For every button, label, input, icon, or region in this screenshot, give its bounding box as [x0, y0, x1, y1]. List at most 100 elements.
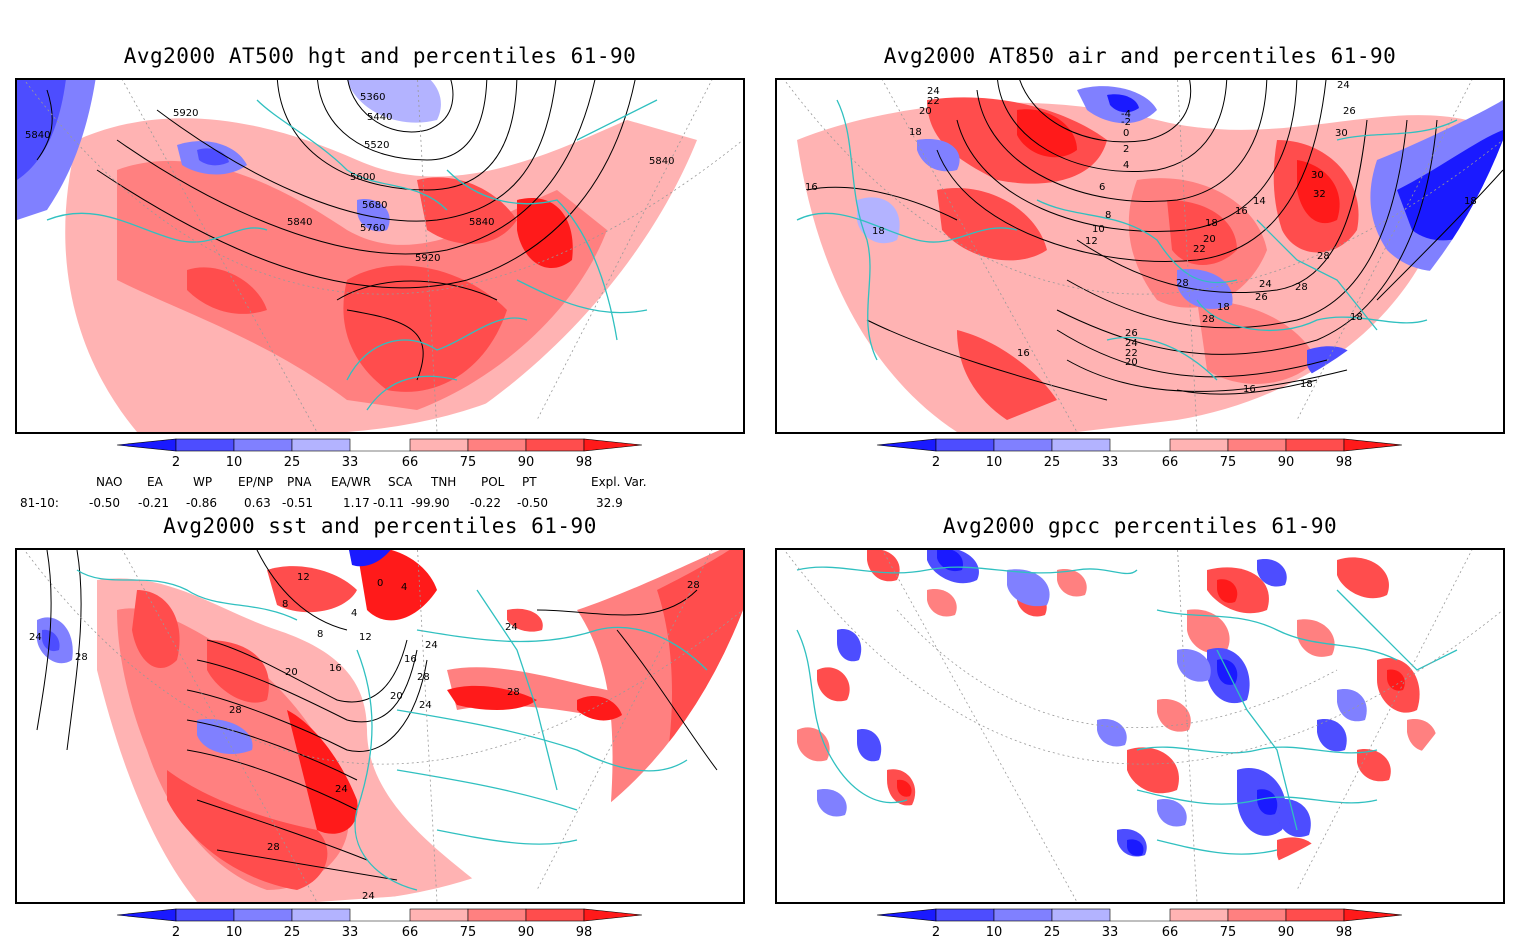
stat-header: PNA	[287, 475, 312, 489]
contour-label: 26	[1343, 106, 1356, 117]
contour-label: 18	[1300, 379, 1313, 390]
contour-label: 5600	[350, 172, 375, 183]
stat-value: 1.17	[343, 496, 370, 510]
contour-label: 24	[29, 632, 42, 643]
colorbar-legend: 2 10 25 33 66 75 90 98	[115, 908, 645, 938]
colorbar-tick-label: 98	[1336, 455, 1353, 468]
stat-value: -0.11	[373, 496, 405, 510]
colorbar-segment	[409, 908, 469, 922]
colorbar-tick-label: 33	[1102, 455, 1119, 468]
contour-label: 16	[1243, 384, 1256, 395]
colorbar-segment	[1227, 438, 1287, 452]
contour-label: 22	[1193, 244, 1206, 255]
colorbar-tick-label: 98	[576, 455, 593, 468]
contour-label: 5840	[287, 217, 312, 228]
stat-header: EA	[147, 475, 163, 489]
stat-header: EA/WR	[331, 475, 372, 489]
stat-value: 0.63	[244, 496, 271, 510]
stat-value: -0.50	[89, 496, 121, 510]
contour-label: 4	[401, 582, 407, 593]
contour-label: 28	[417, 672, 430, 683]
colorbar-arrow-low	[116, 908, 177, 922]
contour-label: 10	[1092, 224, 1105, 235]
contour-label: 28	[229, 705, 242, 716]
panel-title-at500: Avg2000 AT500 hgt and percentiles 61-90	[123, 44, 637, 68]
contour-label: 30	[1311, 170, 1324, 181]
contour-label: 26	[1255, 292, 1268, 303]
contour-label: 14	[1253, 196, 1266, 207]
teleconnection-table: NAO EA WP EP/NP PNA EA/WR SCA TNH POL PT…	[0, 474, 760, 514]
colorbar-tick-label: 90	[518, 925, 535, 938]
colorbar-segment	[1051, 908, 1111, 922]
stat-value: 32.9	[596, 496, 623, 510]
contour-label: 24	[927, 86, 940, 97]
colorbar-segment	[233, 908, 293, 922]
stat-value: -0.51	[282, 496, 314, 510]
colorbar-segment	[467, 438, 527, 452]
colorbar-tick-label: 2	[932, 455, 940, 468]
contour-label: 20	[1203, 234, 1216, 245]
contour-label: 5920	[173, 108, 198, 119]
colorbar-segment	[409, 438, 469, 452]
colorbar-legend: 2 10 25 33 66 75 90 98	[115, 438, 645, 468]
stat-value: -0.50	[517, 496, 549, 510]
contour-label: 32	[1313, 189, 1326, 200]
contour-label: 24	[1259, 279, 1272, 290]
colorbar-tick-label: 10	[986, 455, 1003, 468]
colorbar-segment	[935, 438, 995, 452]
stat-header: PT	[522, 475, 537, 489]
contour-labels-sst: 24 28 28 24 20 16 12 8 4 0 4 8 12 16 20 …	[29, 572, 700, 902]
map-panel-sst: 24 28 28 24 20 16 12 8 4 0 4 8 12 16 20 …	[15, 548, 745, 904]
contour-label: 24	[1125, 338, 1138, 349]
contour-label: 30	[1335, 128, 1348, 139]
contour-label: 28	[507, 687, 520, 698]
stat-header: NAO	[96, 475, 123, 489]
contour-label: 12	[297, 572, 310, 583]
colorbar-segment	[291, 438, 351, 452]
colorbar-tick-label: 75	[460, 455, 477, 468]
colorbar-arrow-high	[583, 908, 643, 922]
contour-label: 5840	[469, 217, 494, 228]
colorbar-tick-label: 66	[402, 455, 419, 468]
contour-label: 16	[1235, 206, 1248, 217]
stat-value: -99.90	[411, 496, 450, 510]
map-sst: 24 28 28 24 20 16 12 8 4 0 4 8 12 16 20 …	[17, 550, 743, 902]
colorbar-legend: 2 10 25 33 66 75 90 98	[875, 438, 1405, 468]
colorbar-tick-label: 2	[932, 925, 940, 938]
contour-label: 20	[1125, 357, 1138, 368]
stat-header: SCA	[388, 475, 413, 489]
contour-label: 18	[1464, 196, 1477, 207]
map-at850: 24 22 20 18 18 16 -4 -2 0 2 4 6 8 10 12 …	[777, 80, 1503, 432]
colorbar-tick-label: 66	[1162, 455, 1179, 468]
map-at500: 5360 5440 5520 5600 5680 5760 5840 5920 …	[17, 80, 743, 432]
colorbar-segment	[1285, 438, 1345, 452]
contour-label: 24	[425, 640, 438, 651]
contour-labels-at850: 24 22 20 18 18 16 -4 -2 0 2 4 6 8 10 12 …	[805, 80, 1477, 395]
colorbar-tick-label: 25	[1044, 455, 1061, 468]
colorbar-segment	[467, 908, 527, 922]
contour-label: 24	[419, 700, 432, 711]
map-gpcc	[777, 550, 1503, 902]
contour-label: 8	[317, 629, 323, 640]
contour-label: 28	[267, 842, 280, 853]
contour-label: 20	[919, 106, 932, 117]
stat-header: TNH	[431, 475, 457, 489]
colorbar-tick-label: 10	[226, 455, 243, 468]
colorbar-tick-label: 98	[576, 925, 593, 938]
contour-label: 16	[1017, 348, 1030, 359]
colorbar-tick-label: 75	[1220, 455, 1237, 468]
colorbar-arrow-high	[1343, 438, 1403, 452]
colorbar-tick-label: 25	[284, 455, 301, 468]
contour-label: 24	[505, 622, 518, 633]
colorbar-segment	[525, 438, 585, 452]
colorbar-segment	[175, 908, 235, 922]
contour-label: 6	[1099, 182, 1105, 193]
contour-label: 5680	[362, 200, 387, 211]
contour-label: 5520	[364, 140, 389, 151]
colorbar-tick-label: 25	[1044, 925, 1061, 938]
colorbar-tick-label: 10	[986, 925, 1003, 938]
colorbar-segment	[1169, 908, 1229, 922]
colorbar-segment	[233, 438, 293, 452]
contour-label: 16	[329, 663, 342, 674]
colorbar-tick-label: 90	[1278, 455, 1295, 468]
